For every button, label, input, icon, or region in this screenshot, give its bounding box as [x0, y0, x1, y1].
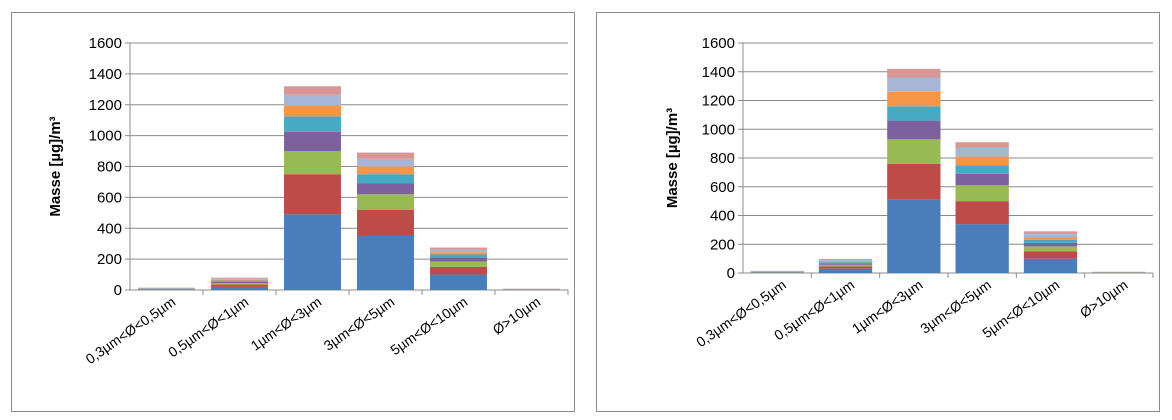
x-category-label: 5µm<Ø<10µm [387, 293, 470, 358]
bar-segment [284, 214, 341, 290]
bar-segment [211, 283, 268, 285]
bar-segment [430, 274, 487, 290]
bar-segment [887, 68, 941, 78]
y-tick-label: 400 [97, 220, 122, 237]
bar-segment [887, 139, 941, 164]
bar-segment [818, 268, 873, 273]
bar-segment [211, 286, 268, 290]
y-axis-label: Masse [µg]/m³ [664, 108, 681, 208]
bar-segment [284, 131, 341, 152]
bar-segment [1023, 237, 1078, 240]
bar-segment [818, 258, 873, 261]
bar-segment [955, 142, 1009, 148]
x-category-label: 0,5µm<Ø<1µm [165, 293, 251, 360]
bar-segment [284, 116, 341, 132]
y-tick-label: 1600 [702, 35, 735, 52]
bar-segment [955, 201, 1009, 225]
y-tick-label: 600 [97, 189, 122, 206]
bar-segment [1023, 234, 1078, 238]
x-category-label: 5µm<Ø<10µm [979, 276, 1062, 341]
bar-segment [818, 262, 873, 264]
bar-segment [430, 266, 487, 275]
bar-segment [284, 151, 341, 175]
bar-segment [357, 194, 414, 210]
bar-segment [284, 86, 341, 95]
bar-segment [955, 165, 1009, 174]
bar-segment [284, 174, 341, 215]
y-tick-label: 1200 [702, 93, 735, 110]
bar-segment [887, 199, 941, 273]
y-tick-label: 200 [97, 251, 122, 268]
bar-segment [211, 279, 268, 281]
bar-segment [211, 278, 268, 280]
x-category-label: 1µm<Ø<3µm [849, 276, 926, 336]
bar-segment [955, 224, 1009, 273]
bar-segment [887, 163, 941, 200]
bar-segment [955, 147, 1009, 157]
bar-segment [357, 152, 414, 159]
y-tick-label: 1200 [89, 97, 122, 114]
y-tick-label: 0 [114, 282, 122, 299]
bar-segment [430, 247, 487, 250]
y-tick-label: 1400 [89, 66, 122, 83]
bar-segment [818, 264, 873, 267]
y-tick-label: 200 [710, 236, 735, 253]
x-category-label: Ø>10µm [1077, 276, 1131, 320]
bar-segment [430, 261, 487, 267]
bar-segment [955, 156, 1009, 166]
bar-segment [284, 105, 341, 117]
y-tick-label: 1000 [89, 128, 122, 145]
bar-segment [818, 260, 873, 262]
chart-panel-left: 0 200 400 600 800 1000 1200 1400 1600 Masse [µg]/… [11, 12, 575, 412]
bar-segment [430, 252, 487, 255]
bar-segment [887, 91, 941, 107]
bar-segment [818, 263, 873, 265]
bar-segment [357, 183, 414, 195]
bar-segment [357, 235, 414, 290]
bar-segment [357, 166, 414, 175]
bar-segment [1023, 239, 1078, 243]
bar-segment [1023, 231, 1078, 235]
chart-svg-left: 0 200 400 600 800 1000 1200 1400 1600 Masse [µg]/… [47, 35, 569, 367]
bar-segment [430, 249, 487, 253]
bar-segment [211, 280, 268, 282]
bar-segment [818, 266, 873, 269]
bar-segment [357, 209, 414, 236]
y-tick-label: 400 [710, 208, 735, 225]
bar-segment [357, 158, 414, 167]
y-tick-label: 1600 [89, 35, 122, 52]
x-category-label: 3µm<Ø<5µm [321, 293, 398, 353]
bar-segment [211, 281, 268, 284]
y-tick-label: 0 [727, 265, 735, 282]
y-axis-label: Masse [µg]/m³ [47, 116, 64, 216]
y-tick-label: 800 [97, 159, 122, 176]
y-tick-label: 1400 [702, 64, 735, 81]
chart-panel-right: 0 200 400 600 800 1000 1200 1400 1600 Masse [µg]/… [596, 12, 1160, 412]
bar-segment [430, 257, 487, 262]
bar-segment [818, 261, 873, 263]
bar-segment [357, 174, 414, 184]
bar-segment [1023, 251, 1078, 259]
x-category-label: 1µm<Ø<3µm [248, 293, 325, 353]
bar-segment [430, 254, 487, 258]
bar-segment [1023, 246, 1078, 252]
x-category-label: 0,3µm<Ø<0,5µm [83, 293, 179, 367]
bar-segment [211, 284, 268, 287]
chart-svg-right: 0 200 400 600 800 1000 1200 1400 1600 Masse [µg]/… [664, 35, 1154, 350]
bar-segment [887, 77, 941, 92]
y-tick-label: 1000 [702, 121, 735, 138]
y-tick-label: 800 [710, 150, 735, 167]
x-category-label: Ø>10µm [490, 293, 544, 337]
bar-segment [887, 106, 941, 121]
bar-segment [284, 94, 341, 106]
y-tick-label: 600 [710, 179, 735, 196]
bar-segment [1023, 258, 1078, 273]
bar-segment [955, 173, 1009, 186]
x-category-label: 0,3µm<Ø<0,5µm [693, 276, 789, 350]
bar-segment [1023, 242, 1078, 247]
bar-segment [955, 185, 1009, 202]
bar-segment [887, 120, 941, 140]
bar-segment [211, 277, 268, 279]
